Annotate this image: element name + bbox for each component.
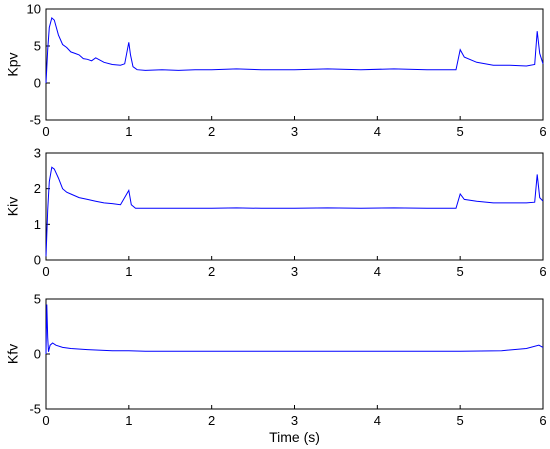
x-tick-label: 3 (291, 413, 298, 428)
y-tick-label: 3 (34, 146, 41, 161)
y-tick-label: -5 (29, 113, 41, 128)
x-tick-label: 6 (539, 413, 546, 428)
y-ticks-kiv: 0 1 2 3 (34, 146, 50, 268)
x-tick-label: 5 (457, 413, 464, 428)
x-axis-label-kfv: Time (s) (269, 429, 320, 445)
x-ticks-kpv: 0 1 2 3 4 5 6 (42, 116, 547, 139)
series-line-kfv (45, 304, 544, 355)
x-tick-label: 3 (291, 264, 298, 279)
plot-area-kfv (45, 298, 544, 410)
y-tick-label: 0 (34, 347, 41, 362)
x-tick-label: 2 (208, 264, 215, 279)
y-tick-label: 1 (34, 217, 41, 232)
y-tick-label: 10 (27, 2, 41, 17)
x-tick-label: 0 (42, 264, 49, 279)
plot-area-kpv (45, 8, 544, 121)
x-tick-label: 2 (208, 413, 215, 428)
x-tick-label: 5 (457, 264, 464, 279)
x-tick-label: 4 (374, 413, 381, 428)
x-tick-label: 1 (125, 413, 132, 428)
x-ticks-kfv: 0 1 2 3 4 5 6 (42, 405, 547, 428)
x-tick-label: 5 (457, 124, 464, 139)
x-tick-label: 0 (42, 413, 49, 428)
y-axis-label-kiv: Kiv (5, 197, 21, 216)
y-tick-label: 0 (34, 253, 41, 268)
y-ticks-kfv: -5 0 5 (29, 292, 50, 417)
x-tick-label: 2 (208, 124, 215, 139)
x-tick-label: 1 (125, 124, 132, 139)
x-tick-label: 3 (291, 124, 298, 139)
x-tick-label: 6 (539, 264, 546, 279)
x-tick-label: 0 (42, 124, 49, 139)
series-line-kiv (45, 166, 544, 257)
x-tick-label: 1 (125, 264, 132, 279)
x-tick-label: 4 (374, 264, 381, 279)
plot-area-kiv (45, 152, 544, 261)
y-tick-label: 5 (34, 292, 41, 307)
y-tick-label: 0 (34, 76, 41, 91)
y-tick-label: 2 (34, 181, 41, 196)
x-ticks-kiv: 0 1 2 3 4 5 6 (42, 256, 547, 279)
y-axis-label-kpv: Kpv (5, 52, 21, 76)
y-tick-label: 5 (34, 39, 41, 54)
subplot-kiv: 0 1 2 3 4 5 6 0 1 2 3 Kiv (5, 146, 547, 280)
x-tick-label: 4 (374, 124, 381, 139)
y-axis-label-kfv: Kfv (5, 344, 21, 364)
x-tick-label: 6 (539, 124, 546, 139)
y-tick-label: -5 (29, 402, 41, 417)
series-line-kpv (45, 16, 544, 84)
